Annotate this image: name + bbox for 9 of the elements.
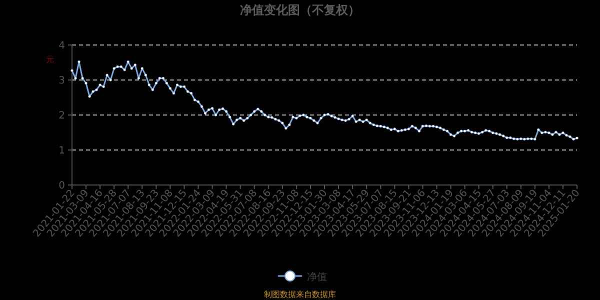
legend-label: 净值 — [307, 271, 327, 283]
y-axis-title: 元 — [46, 55, 54, 64]
y-tick-label: 2 — [58, 110, 65, 122]
y-tick-label: 0 — [58, 180, 65, 192]
text: 制图数据来自数据库 — [264, 290, 336, 299]
y-tick-label: 1 — [58, 146, 65, 156]
y-tick-label: 4 — [58, 40, 65, 52]
chart-title: 净值变化图（不复权） — [240, 3, 360, 17]
y-tick-label: 3 — [58, 76, 65, 86]
